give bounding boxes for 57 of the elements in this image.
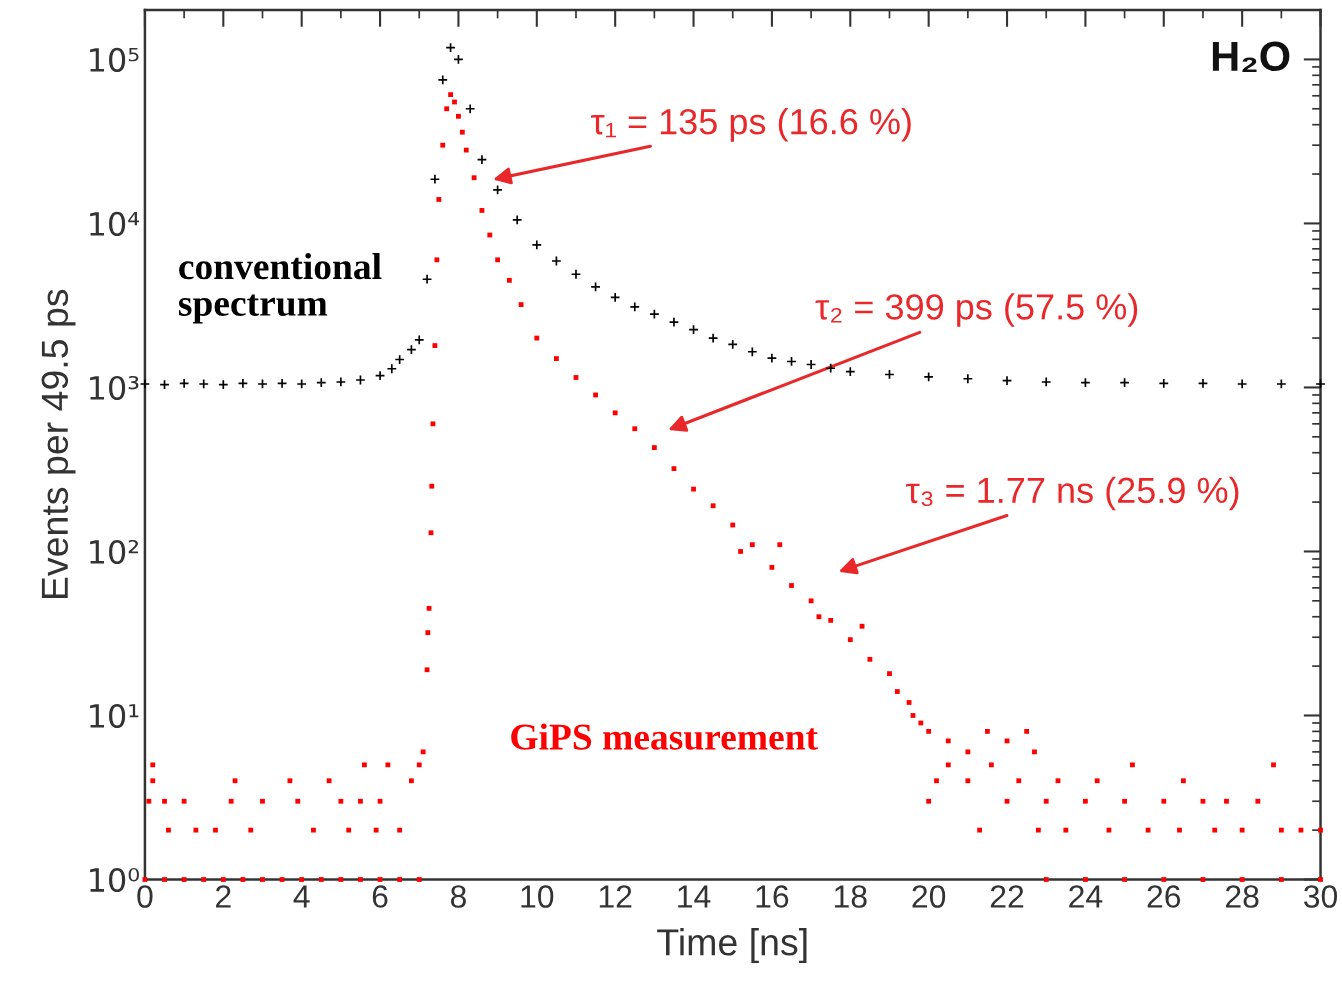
x-tick-label: 22 bbox=[990, 885, 1024, 908]
y-axis-title: Events per 49.5 ps bbox=[41, 289, 76, 599]
x-tick-label: 2 bbox=[216, 885, 231, 908]
point bbox=[437, 74, 448, 86]
point bbox=[825, 362, 836, 374]
point bbox=[386, 363, 398, 374]
y-tick-label: 10⁴ bbox=[90, 211, 140, 237]
x-tick-label: 8 bbox=[450, 885, 466, 908]
point bbox=[668, 316, 680, 328]
y-tick-label: 10¹ bbox=[90, 703, 139, 729]
point bbox=[511, 214, 523, 226]
point bbox=[464, 103, 476, 115]
point bbox=[570, 269, 582, 280]
point bbox=[1158, 378, 1170, 389]
point bbox=[178, 378, 190, 389]
point bbox=[296, 378, 307, 390]
point bbox=[198, 378, 209, 390]
annotation: τ₂ = 399 ps (57.5 %) bbox=[815, 293, 1138, 327]
y-tick-label: 10⁵ bbox=[90, 47, 139, 72]
point bbox=[421, 273, 433, 285]
x-axis-title: Time [ns] bbox=[657, 928, 807, 963]
point bbox=[629, 301, 640, 313]
annotation: τ₃ = 1.77 ns (25.9 %) bbox=[906, 476, 1239, 511]
series-label: conventional spectrum bbox=[178, 252, 382, 324]
x-tick-label: 6 bbox=[372, 885, 388, 908]
point bbox=[335, 376, 347, 388]
point bbox=[1040, 376, 1052, 388]
annotation: H₂O bbox=[1212, 41, 1290, 72]
x-tick-label: 18 bbox=[834, 885, 867, 908]
point bbox=[1236, 378, 1248, 390]
x-tick-label: 26 bbox=[1147, 885, 1181, 908]
x-tick-label: 20 bbox=[912, 885, 946, 908]
text: GiPS measurement bbox=[511, 723, 818, 750]
point bbox=[276, 378, 288, 389]
x-tick-label: 12 bbox=[599, 885, 632, 908]
point bbox=[531, 239, 543, 251]
y-tick-label: 10⁰ bbox=[90, 867, 139, 893]
x-tick-label: 10 bbox=[521, 885, 554, 908]
point bbox=[139, 378, 151, 390]
point bbox=[962, 373, 974, 384]
point bbox=[237, 378, 249, 389]
point bbox=[707, 332, 719, 344]
point bbox=[747, 346, 758, 358]
x-tick-label: 14 bbox=[678, 885, 711, 908]
x-tick-label: 0 bbox=[137, 885, 153, 908]
y-tick-label: 10³ bbox=[90, 375, 139, 401]
x-tick-label: 16 bbox=[756, 885, 789, 908]
x-tick-label: 4 bbox=[293, 885, 310, 908]
annotation: τ₁ = 135 ps (16.6 %) bbox=[591, 107, 911, 142]
x-tick-label: 28 bbox=[1226, 885, 1259, 908]
point bbox=[1197, 378, 1209, 389]
point bbox=[766, 352, 778, 364]
point bbox=[414, 334, 425, 346]
x-tick-label: 30 bbox=[1303, 885, 1338, 908]
y-tick-label: 10² bbox=[90, 539, 139, 565]
x-tick-label: 24 bbox=[1069, 885, 1103, 908]
point bbox=[429, 174, 441, 185]
